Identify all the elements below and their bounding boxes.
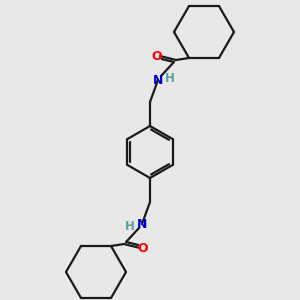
Text: O: O	[152, 50, 162, 62]
Text: H: H	[165, 71, 175, 85]
Text: O: O	[138, 242, 148, 254]
Text: N: N	[153, 74, 163, 86]
Text: H: H	[125, 220, 135, 232]
Text: N: N	[137, 218, 147, 230]
